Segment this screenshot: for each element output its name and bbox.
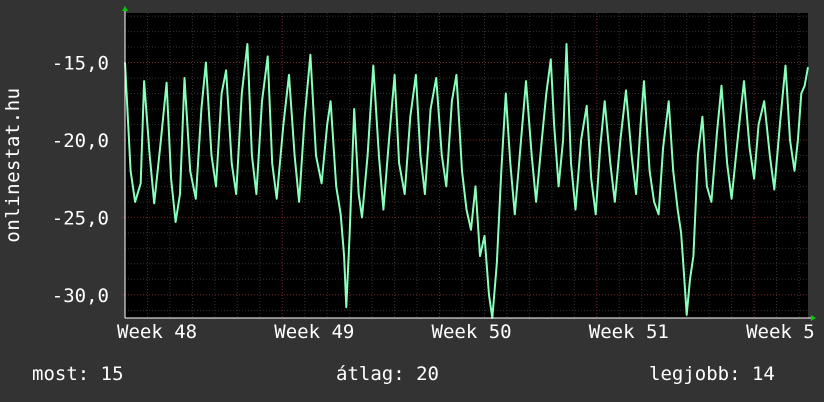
x-tick-label: Week 50 bbox=[432, 321, 512, 343]
plot-area bbox=[125, 13, 808, 318]
y-tick-label: -15,0 bbox=[52, 53, 109, 75]
stat-best: legjobb: 14 bbox=[649, 363, 775, 385]
x-axis-ticks: Week 48 Week 49 Week 50 Week 51 Week 5 bbox=[117, 321, 815, 343]
axes bbox=[122, 6, 816, 321]
x-tick-label: Week 48 bbox=[117, 321, 197, 343]
y-axis-ticks: -15,0 -20,0 -25,0 -30,0 bbox=[52, 53, 125, 307]
series-line bbox=[124, 43, 809, 319]
y-axis-label: onlinestat.hu bbox=[2, 87, 24, 243]
x-tick-label: Week 51 bbox=[589, 321, 669, 343]
x-tick-label: Week 5 bbox=[746, 321, 815, 343]
y-tick-label: -25,0 bbox=[52, 207, 109, 229]
y-axis-label-wrap: onlinestat.hu bbox=[0, 0, 26, 318]
x-tick-label: Week 49 bbox=[274, 321, 354, 343]
x-axis-arrow bbox=[811, 315, 816, 321]
stat-average: átlag: 20 bbox=[336, 363, 439, 385]
y-tick-label: -20,0 bbox=[52, 130, 109, 152]
y-axis-arrow bbox=[122, 6, 128, 11]
series-layer bbox=[124, 43, 809, 319]
stat-current: most: 15 bbox=[32, 363, 124, 385]
y-tick-label: -30,0 bbox=[52, 285, 109, 307]
stats-footer: most: 15 átlag: 20 legjobb: 14 bbox=[0, 360, 824, 390]
